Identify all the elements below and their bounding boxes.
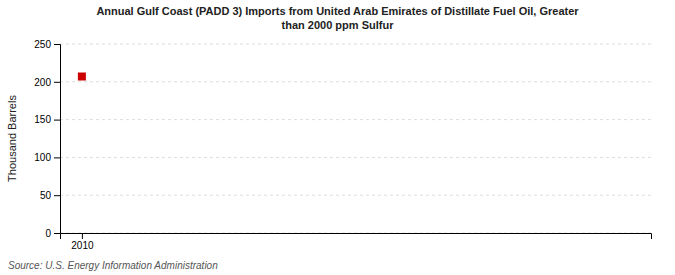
tick-mark: [54, 233, 60, 234]
grid-line: [60, 195, 651, 196]
tick-mark: [54, 157, 60, 158]
axis-line: [54, 45, 61, 234]
grid-line: [60, 157, 651, 158]
tick: 0: [45, 228, 60, 239]
plot-area: 2010 0 50 100 150 200 250: [34, 39, 651, 251]
tick-mark: [54, 44, 60, 45]
tick: 50: [40, 190, 60, 201]
tick-mark: [82, 233, 83, 239]
tick-label: 0: [45, 228, 51, 239]
tick-label: 100: [34, 152, 51, 163]
grid-line: [60, 81, 651, 82]
chart: Annual Gulf Coast (PADD 3) Imports from …: [0, 0, 675, 275]
grid-line: [60, 44, 651, 45]
tick: 200: [34, 77, 60, 88]
tick-label: 200: [34, 77, 51, 88]
tick-mark: [54, 195, 60, 196]
tick-label: 250: [34, 39, 51, 50]
axis-line: [61, 234, 652, 240]
grid: [60, 44, 651, 233]
y-axis: 0 50 100 150 200 250: [34, 39, 60, 239]
marks: [78, 73, 86, 81]
tick-label: 150: [34, 114, 51, 125]
tick-label: 2010: [71, 240, 94, 251]
title: Annual Gulf Coast (PADD 3) Imports from …: [96, 5, 579, 31]
tick-mark: [54, 120, 60, 121]
source: Source: U.S. Energy Information Administ…: [8, 260, 218, 271]
point: [78, 73, 86, 81]
tick-mark: [54, 82, 60, 83]
y-axis-label: Thousand Barrels: [6, 95, 18, 182]
grid-line: [60, 119, 651, 120]
tick: 250: [34, 39, 60, 50]
tick: 2010: [71, 233, 94, 251]
tick: 100: [34, 152, 60, 163]
tick-label: 50: [40, 190, 52, 201]
x-axis: 2010: [61, 233, 652, 251]
tick: 150: [34, 114, 60, 125]
